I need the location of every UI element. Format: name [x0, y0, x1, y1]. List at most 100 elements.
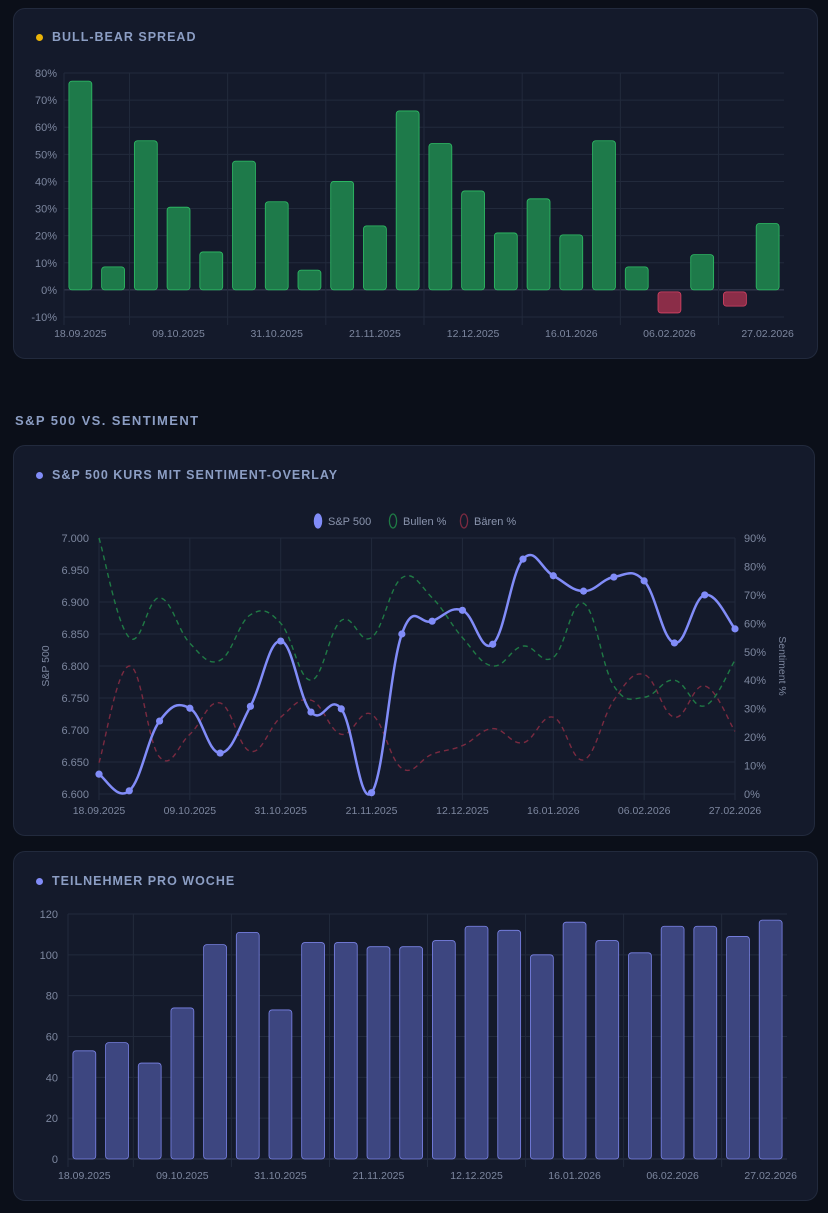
bar	[264, 201, 289, 291]
bar	[297, 269, 322, 291]
y-tick-label-right: 0%	[744, 789, 760, 801]
sp500-point	[186, 704, 194, 712]
bar	[363, 225, 387, 291]
y-tick-label-right: 50%	[744, 647, 766, 659]
y-tick-label: 30%	[35, 204, 57, 216]
y-tick-label: 50%	[35, 149, 57, 161]
bar	[428, 143, 453, 291]
sp500-point	[155, 717, 164, 725]
bar	[526, 198, 551, 291]
x-tick-label: 18.09.2025	[58, 1170, 111, 1182]
bar	[399, 946, 423, 1160]
bar	[68, 80, 93, 291]
sp500-line	[98, 553, 736, 796]
y-tick-label: 20	[46, 1113, 58, 1125]
bar	[660, 925, 685, 1160]
x-tick-label: 27.02.2026	[741, 328, 794, 340]
legend-bulls-label: Bullen %	[403, 516, 447, 528]
bar	[105, 1042, 129, 1160]
sp500-sentiment-chart: 7.000 6.950 6.900 6.850 6.800 6.750 6.700 6.650…	[40, 513, 788, 817]
bar	[101, 266, 125, 291]
bar	[595, 940, 620, 1160]
x-tick-label: 12.12.2025	[447, 328, 500, 340]
sp500-point	[428, 617, 436, 625]
title-dot-icon	[36, 877, 43, 885]
x-tick-label: 21.11.2025	[353, 1170, 405, 1182]
x-tick-label: 18.09.2025	[54, 328, 107, 340]
sp500-point	[701, 591, 709, 599]
bar	[72, 1050, 97, 1160]
bull-bear-spread-card: BULL-BEAR SPREAD 80% 70% 60% 50% 40% 30% 20% 10…	[13, 8, 818, 359]
sp500-point	[610, 573, 618, 581]
y-tick-label: 40	[46, 1072, 58, 1084]
participants-title: TEILNEHMER PRO WOCHE	[36, 874, 235, 888]
x-tick-label: 18.09.2025	[73, 805, 126, 817]
bears-line	[98, 665, 736, 771]
y-tick-label: 40%	[35, 176, 57, 188]
x-tick-label: 06.02.2026	[646, 1170, 699, 1182]
bar	[559, 234, 584, 291]
x-tick-label: 06.02.2026	[643, 328, 696, 340]
y-tick-label-left: 6.600	[61, 789, 89, 801]
y-tick-label: 20%	[35, 231, 57, 243]
bar	[628, 952, 652, 1160]
bar	[592, 140, 616, 291]
bull-bear-spread-chart: 80% 70% 60% 50% 40% 30% 20% 10% 0% -10% 18.09.2025…	[31, 68, 794, 340]
sp500-sentiment-title-text: S&P 500 KURS MIT SENTIMENT-OVERLAY	[52, 468, 339, 482]
sp500-point	[125, 787, 133, 795]
x-tick-label: 31.10.2025	[254, 1170, 307, 1182]
y-tick-label: 70%	[35, 95, 57, 107]
bar	[464, 925, 489, 1160]
sp500-point	[307, 708, 315, 716]
y-tick-label-right: 60%	[744, 618, 766, 630]
bar	[657, 291, 682, 314]
y-axis-title-left: S&P 500	[40, 645, 52, 686]
bar	[333, 942, 358, 1160]
sp500-point	[277, 637, 285, 645]
sp500-point	[640, 577, 648, 585]
sp500-point	[519, 555, 527, 563]
title-dot-icon	[36, 33, 43, 41]
y-tick-label: 0%	[41, 285, 57, 297]
bar	[758, 919, 783, 1160]
bar	[726, 936, 750, 1160]
bar	[497, 929, 522, 1160]
bar	[199, 251, 224, 291]
bar	[461, 190, 485, 291]
sp500-sentiment-card: S&P 500 KURS MIT SENTIMENT-OVERLAY 7.000…	[13, 445, 815, 836]
y-tick-label: 60	[46, 1032, 58, 1044]
bar	[268, 1009, 293, 1160]
sp500-point	[489, 640, 497, 648]
bar	[170, 1007, 195, 1160]
x-tick-label: 09.10.2025	[156, 1170, 209, 1182]
sp500-point	[458, 606, 467, 614]
bar	[432, 940, 456, 1160]
sp500-point	[367, 789, 376, 797]
legend-sp500-label: S&P 500	[328, 516, 371, 528]
x-tick-label: 31.10.2025	[254, 805, 307, 817]
x-tick-label: 06.02.2026	[618, 805, 671, 817]
bar	[166, 206, 191, 291]
y-tick-label: 10%	[35, 258, 57, 270]
x-tick-label: 12.12.2025	[450, 1170, 503, 1182]
sp500-point	[579, 587, 588, 595]
bar	[690, 254, 715, 291]
y-tick-label: 100	[40, 950, 58, 962]
bar	[624, 266, 649, 291]
y-tick-label: 120	[40, 909, 58, 921]
sp500-point	[731, 625, 739, 633]
bar	[232, 160, 256, 291]
y-tick-label: 80	[46, 991, 58, 1003]
y-tick-label-left: 6.700	[61, 725, 89, 737]
sp500-sentiment-title: S&P 500 KURS MIT SENTIMENT-OVERLAY	[36, 468, 338, 482]
bar	[493, 232, 518, 291]
sp500-point	[670, 639, 679, 647]
y-tick-label-right: 40%	[744, 675, 766, 687]
y-tick-label-left: 6.950	[61, 565, 89, 577]
sp500-point	[95, 770, 103, 778]
bar	[203, 944, 227, 1160]
bar	[530, 954, 554, 1160]
x-tick-label: 27.02.2026	[709, 805, 762, 817]
bulls-line	[98, 537, 736, 707]
y-tick-label-left: 6.750	[61, 693, 89, 705]
